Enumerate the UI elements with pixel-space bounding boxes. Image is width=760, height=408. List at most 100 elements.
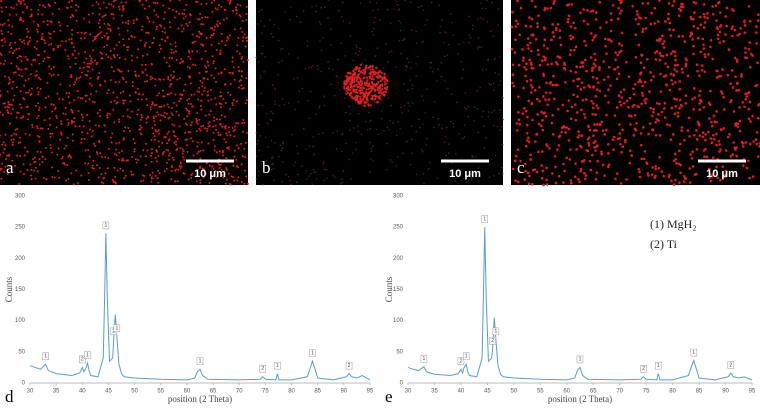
dot — [272, 36, 274, 38]
dot — [53, 31, 55, 33]
dot — [195, 1, 197, 3]
dot — [101, 37, 103, 39]
dot — [546, 103, 549, 106]
dot — [517, 23, 520, 26]
dot — [72, 133, 74, 135]
dot — [582, 99, 585, 102]
dot — [47, 3, 49, 5]
dot — [641, 54, 644, 57]
dot — [281, 60, 283, 62]
dot — [67, 178, 69, 180]
dot — [671, 4, 674, 7]
dot — [151, 77, 153, 79]
dot — [138, 129, 140, 131]
dot — [614, 51, 617, 54]
dot — [355, 142, 357, 144]
dot — [696, 70, 699, 73]
dot — [284, 104, 286, 106]
dot — [678, 14, 681, 17]
dot — [372, 68, 374, 70]
dot — [240, 58, 242, 60]
dot — [511, 11, 514, 14]
dot — [607, 143, 610, 146]
dot — [465, 92, 467, 94]
dot — [200, 130, 202, 132]
dot — [640, 61, 643, 64]
dot — [384, 77, 386, 79]
dot — [371, 31, 373, 33]
dot — [708, 117, 711, 120]
dot — [40, 88, 42, 90]
dot — [154, 129, 156, 131]
dot — [50, 147, 52, 149]
dot — [124, 126, 126, 128]
dot — [681, 71, 684, 74]
dot — [415, 75, 417, 77]
dot — [58, 98, 60, 100]
dot — [438, 5, 440, 7]
dot — [18, 74, 20, 76]
dot — [746, 167, 749, 170]
dot — [570, 38, 573, 41]
dot — [113, 100, 115, 102]
dot — [165, 136, 167, 138]
dot — [158, 92, 160, 94]
dot — [206, 130, 208, 132]
dot — [410, 164, 412, 166]
dot — [236, 145, 238, 147]
dot — [294, 161, 296, 163]
dot — [472, 28, 474, 30]
dot — [622, 145, 625, 148]
dot — [129, 117, 131, 119]
dot — [128, 38, 130, 40]
dot — [383, 95, 385, 97]
dot — [355, 77, 357, 79]
dot — [8, 106, 10, 108]
dot — [100, 31, 102, 33]
dot — [58, 21, 60, 23]
dot — [669, 22, 672, 25]
dot — [614, 68, 617, 71]
x-axis-label: position (2 Theta) — [548, 394, 612, 404]
dot — [119, 168, 121, 170]
dot — [122, 38, 124, 40]
dot — [358, 70, 360, 72]
dot — [664, 62, 667, 65]
dot — [154, 124, 156, 126]
dot — [226, 40, 228, 42]
dot — [569, 70, 572, 73]
dot — [493, 90, 495, 92]
dot — [537, 14, 540, 17]
dot — [311, 6, 313, 8]
dot — [122, 115, 124, 117]
dot — [537, 53, 540, 56]
dot — [13, 133, 15, 135]
dot — [269, 118, 271, 120]
dot — [123, 177, 125, 179]
dot — [595, 178, 598, 181]
dot — [604, 45, 607, 48]
dot — [96, 164, 98, 166]
dot — [378, 81, 380, 83]
dot — [668, 2, 671, 5]
dot — [200, 3, 202, 5]
dot — [748, 118, 751, 121]
y-tick-label: 150 — [393, 287, 404, 293]
dot — [4, 23, 6, 25]
dot — [101, 156, 103, 158]
dot — [93, 168, 95, 170]
dot — [698, 108, 701, 111]
dot — [216, 49, 218, 51]
dot — [548, 98, 551, 101]
dot — [1, 33, 3, 35]
dot — [690, 31, 693, 34]
dot — [155, 149, 157, 151]
dot — [376, 2, 378, 4]
dot — [67, 55, 69, 57]
dot — [644, 102, 647, 105]
dot — [610, 30, 613, 33]
dot — [134, 148, 136, 150]
dot — [167, 76, 169, 78]
dot — [675, 162, 678, 165]
dot — [68, 58, 70, 60]
